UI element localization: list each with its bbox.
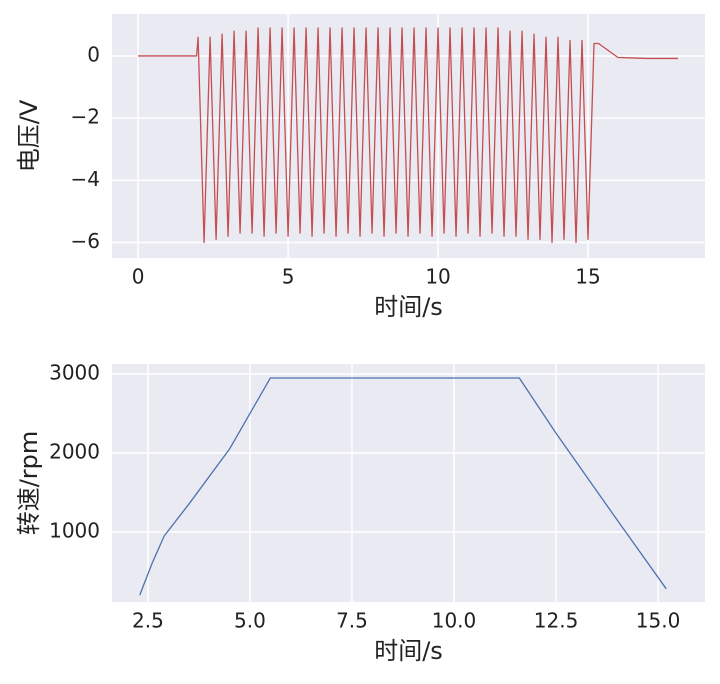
x-tick-label: 10.0 [432, 609, 477, 633]
x-axis-title: 时间/s [374, 293, 443, 321]
y-axis-title: 电压/V [15, 99, 43, 172]
x-tick-label: 5 [282, 265, 295, 289]
y-tick-label: 0 [87, 42, 100, 66]
y-tick-label: 3000 [49, 361, 100, 385]
y-tick-label: −4 [71, 167, 100, 191]
y-tick-label: −6 [71, 229, 100, 253]
y-tick-label: −2 [71, 105, 100, 129]
y-tick-label: 2000 [49, 439, 100, 463]
x-tick-label: 12.5 [534, 609, 579, 633]
x-tick-label: 5.0 [234, 609, 266, 633]
x-tick-label: 7.5 [336, 609, 368, 633]
x-axis-title: 时间/s [374, 637, 443, 665]
x-tick-label: 10 [425, 265, 450, 289]
x-tick-label: 15.0 [636, 609, 681, 633]
x-tick-label: 0 [132, 265, 145, 289]
y-axis-title: 转速/rpm [15, 431, 43, 536]
plot-area [112, 364, 705, 602]
data-line [138, 27, 679, 244]
x-tick-label: 2.5 [132, 609, 164, 633]
y-tick-label: 1000 [49, 518, 100, 542]
x-tick-label: 15 [575, 265, 600, 289]
data-line [139, 377, 667, 596]
